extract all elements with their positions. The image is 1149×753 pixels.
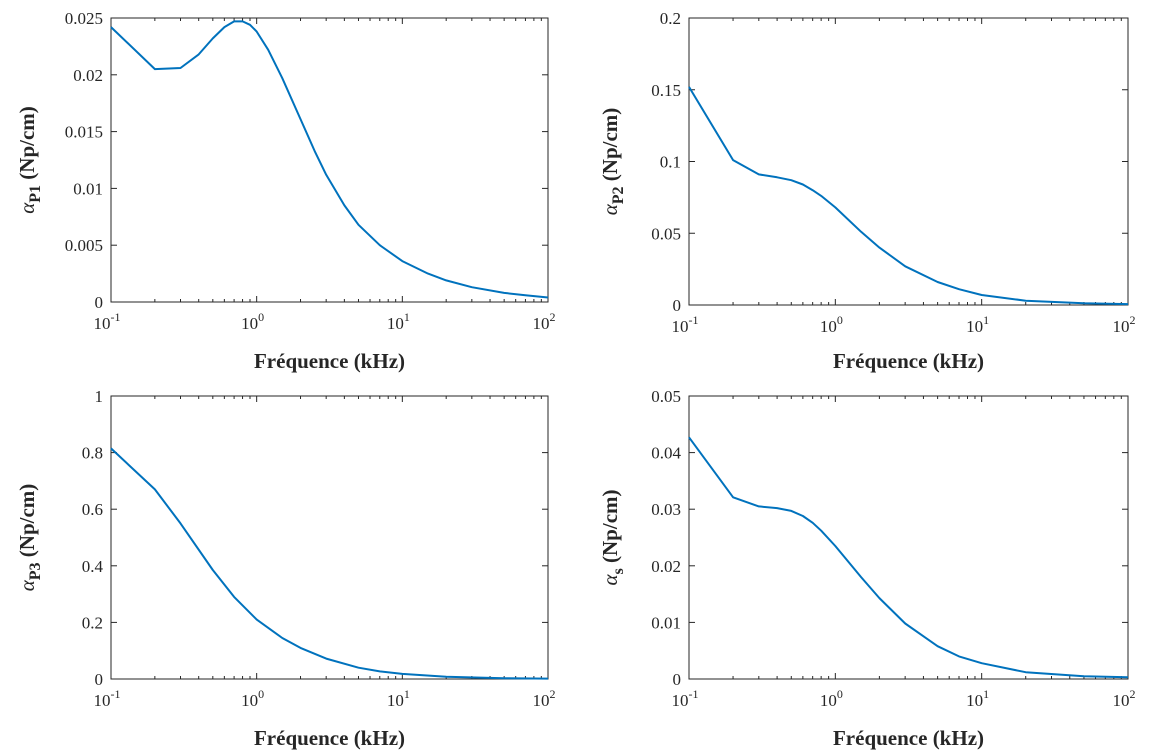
y-tick-label: 0 xyxy=(95,670,104,689)
y-axis-label: αP3 (Np/cm) xyxy=(15,484,44,592)
y-tick-label: 0.01 xyxy=(651,613,681,632)
y-tick-label: 0.2 xyxy=(82,613,103,632)
x-axis-label: Fréquence (kHz) xyxy=(254,349,405,373)
x-tick-label: 10-1 xyxy=(672,687,699,710)
x-tick-label: 102 xyxy=(533,310,556,333)
y-tick-label: 0.03 xyxy=(651,500,681,519)
y-tick-label: 0.6 xyxy=(82,500,103,519)
x-tick-label: 102 xyxy=(1113,687,1136,710)
x-tick-label: 10-1 xyxy=(94,687,121,710)
series-line xyxy=(110,447,549,680)
x-axis-label: Fréquence (kHz) xyxy=(254,726,405,750)
y-tick-label: 0.02 xyxy=(73,66,103,85)
x-tick-label: 101 xyxy=(387,310,410,333)
x-axis-label: Fréquence (kHz) xyxy=(833,726,984,750)
y-axis-label: αP1 (Np/cm) xyxy=(15,106,44,214)
x-tick-label: 100 xyxy=(241,310,264,333)
x-tick-label: 10-1 xyxy=(672,313,699,336)
x-tick-label: 102 xyxy=(533,687,556,710)
y-tick-label: 0.1 xyxy=(660,153,681,172)
y-axis-label: αP2 (Np/cm) xyxy=(598,108,627,216)
y-tick-label: 0.8 xyxy=(82,444,103,463)
x-tick-label: 101 xyxy=(966,313,989,336)
series-line xyxy=(688,436,1129,679)
y-tick-label: 0.05 xyxy=(651,387,681,406)
y-axis-label: αs (Np/cm) xyxy=(598,489,627,585)
x-tick-label: 101 xyxy=(966,687,989,710)
subplot-1: 10-1 100 101 102 0 0.005 0.01 0.015 0.02 0.025 Fré… xyxy=(15,9,556,373)
x-axis-label: Fréquence (kHz) xyxy=(833,349,984,373)
y-tick-label: 0.005 xyxy=(65,236,103,255)
series-line xyxy=(110,20,549,299)
plot-area-frame xyxy=(110,17,549,303)
plot-area-frame xyxy=(688,17,1129,306)
y-tick-label: 0.2 xyxy=(660,9,681,28)
subplot-3: 10-1 100 101 102 0 0.2 0.4 0.6 0.8 1 Fréquence (kH… xyxy=(15,387,556,750)
x-tick-label: 100 xyxy=(820,313,843,336)
y-tick-label: 0.015 xyxy=(65,123,103,142)
y-tick-label: 0.02 xyxy=(651,557,681,576)
x-tick-label: 100 xyxy=(820,687,843,710)
subplot-4: 10-1 100 101 102 0 0.01 0.02 0.03 0.04 0.05 Fréque… xyxy=(598,387,1136,750)
y-tick-label: 0 xyxy=(673,670,682,689)
subplot-2: 10-1 100 101 102 0 0.05 0.1 0.15 0.2 Fréquence (k… xyxy=(598,9,1136,373)
x-tick-label: 102 xyxy=(1113,313,1136,336)
y-tick-label: 0 xyxy=(95,293,104,312)
x-tick-label: 101 xyxy=(387,687,410,710)
x-tick-label: 10-1 xyxy=(94,310,121,333)
x-tick-label: 100 xyxy=(241,687,264,710)
series-line xyxy=(688,86,1129,306)
y-tick-label: 1 xyxy=(95,387,104,406)
y-tick-label: 0.4 xyxy=(82,557,104,576)
y-tick-label: 0.04 xyxy=(651,444,681,463)
y-tick-label: 0.025 xyxy=(65,9,103,28)
plot-area-frame xyxy=(110,395,549,680)
y-tick-label: 0 xyxy=(673,296,682,315)
y-tick-label: 0.05 xyxy=(651,224,681,243)
plot-area-frame xyxy=(688,395,1129,680)
y-tick-label: 0.01 xyxy=(73,179,103,198)
y-tick-label: 0.15 xyxy=(651,81,681,100)
